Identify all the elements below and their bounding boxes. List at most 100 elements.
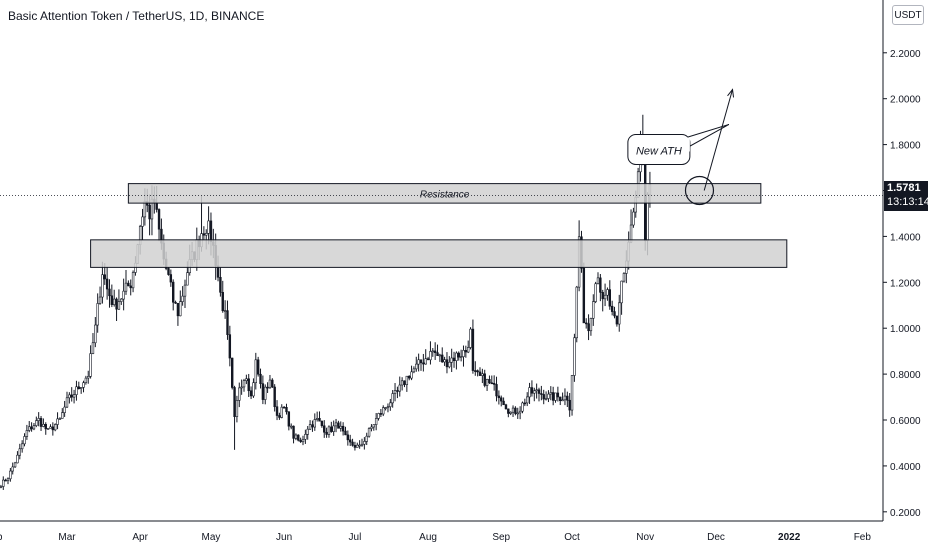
time-tick-label: Apr bbox=[132, 532, 148, 543]
candle-body bbox=[56, 418, 59, 425]
candle-body bbox=[252, 382, 255, 397]
candle-body bbox=[424, 358, 427, 365]
candle-body bbox=[205, 233, 208, 236]
projection-arrow bbox=[703, 89, 734, 191]
candle-body bbox=[601, 292, 604, 300]
candle-body bbox=[507, 408, 510, 414]
candle-body bbox=[398, 384, 401, 392]
candle-body bbox=[518, 410, 522, 414]
candle-body bbox=[490, 382, 493, 385]
candle-body bbox=[608, 289, 612, 307]
callout-joint bbox=[677, 137, 690, 152]
candle-body bbox=[570, 375, 574, 411]
candle-body bbox=[554, 392, 557, 401]
chart-title: Basic Attention Token / TetherUS, 1D, BI… bbox=[8, 9, 265, 23]
candle-body bbox=[117, 301, 121, 310]
candle-body bbox=[35, 420, 38, 426]
zone-label: Resistance bbox=[420, 189, 470, 200]
candle-body bbox=[141, 216, 144, 227]
candle-body bbox=[292, 425, 295, 439]
candle-body bbox=[547, 393, 550, 399]
candle-body bbox=[525, 396, 529, 404]
price-tick-label: 1.0000 bbox=[890, 324, 921, 335]
candle-body bbox=[466, 347, 470, 353]
candle-body bbox=[426, 358, 430, 361]
candle-body bbox=[129, 285, 132, 289]
candle-body bbox=[448, 361, 451, 368]
zones-layer: Resistance bbox=[90, 183, 788, 268]
candle-body bbox=[306, 428, 309, 435]
candle-body bbox=[417, 359, 420, 365]
candle-body bbox=[275, 406, 279, 416]
candle-body bbox=[592, 301, 595, 319]
candle-body bbox=[39, 418, 43, 427]
candle-body bbox=[228, 334, 232, 359]
candle-body bbox=[389, 402, 392, 408]
price-tick-label: 0.2000 bbox=[890, 508, 921, 519]
candle-body bbox=[436, 352, 439, 356]
candle-body bbox=[535, 389, 538, 392]
candle-body bbox=[478, 371, 482, 376]
candle-body bbox=[179, 301, 182, 317]
candle-body bbox=[308, 424, 312, 430]
candle-body bbox=[110, 295, 114, 305]
time-tick-label: Mar bbox=[58, 532, 76, 543]
candle-body bbox=[358, 444, 361, 447]
time-tick-label: Feb bbox=[0, 532, 3, 543]
candle-body bbox=[176, 302, 180, 317]
candle-body bbox=[622, 273, 626, 282]
candle-body bbox=[330, 426, 333, 432]
candle-body bbox=[533, 390, 536, 394]
candle-body bbox=[370, 426, 373, 429]
candle-body bbox=[278, 415, 281, 418]
candle-body bbox=[323, 425, 326, 433]
candle-body bbox=[58, 418, 62, 420]
candle-body bbox=[53, 424, 57, 431]
candle-body bbox=[72, 394, 76, 398]
candle-body bbox=[474, 370, 477, 372]
candle-body bbox=[169, 274, 173, 283]
price-tick-label: 0.4000 bbox=[890, 462, 921, 473]
candle-body bbox=[372, 424, 375, 428]
candle-body bbox=[445, 359, 449, 368]
candle-body bbox=[249, 390, 253, 397]
candle-body bbox=[573, 337, 576, 376]
axis-layer: 0.2000 0.4000 0.6000 0.8000 1.0000 1.2000 1.40… bbox=[0, 0, 921, 543]
candle-body bbox=[44, 423, 47, 430]
candle-body bbox=[77, 386, 81, 389]
candle-body bbox=[294, 434, 298, 439]
candle-body bbox=[471, 328, 475, 371]
candle-body bbox=[233, 387, 236, 417]
candle-body bbox=[25, 430, 29, 437]
candle-body bbox=[266, 386, 269, 389]
candle-body bbox=[91, 342, 95, 354]
candle-body bbox=[113, 298, 116, 305]
currency-badge[interactable]: USDT bbox=[892, 5, 924, 25]
candle-body bbox=[221, 292, 224, 312]
candle-body bbox=[469, 328, 472, 348]
price-tick-label: 1.8000 bbox=[890, 141, 921, 152]
candle-body bbox=[443, 359, 446, 363]
candle-body bbox=[511, 407, 515, 413]
candle-body bbox=[242, 380, 246, 388]
candle-body bbox=[485, 379, 489, 386]
candle-body bbox=[620, 280, 623, 304]
candle-body bbox=[70, 394, 73, 398]
candle-body bbox=[261, 383, 265, 400]
candle-body bbox=[492, 382, 496, 385]
candle-body bbox=[37, 418, 40, 421]
price-tick-label: 1.2000 bbox=[890, 278, 921, 289]
candle-body bbox=[610, 305, 614, 312]
annotation-layer: New ATH bbox=[0, 88, 883, 206]
candle-body bbox=[98, 296, 102, 304]
candle-body bbox=[438, 354, 442, 357]
candle-body bbox=[407, 375, 411, 379]
candle-body bbox=[589, 318, 593, 332]
candle-body bbox=[618, 302, 621, 325]
candle-body bbox=[289, 425, 293, 428]
candle-body bbox=[247, 378, 250, 392]
candle-body bbox=[122, 290, 125, 300]
time-tick-label: Oct bbox=[564, 532, 580, 543]
